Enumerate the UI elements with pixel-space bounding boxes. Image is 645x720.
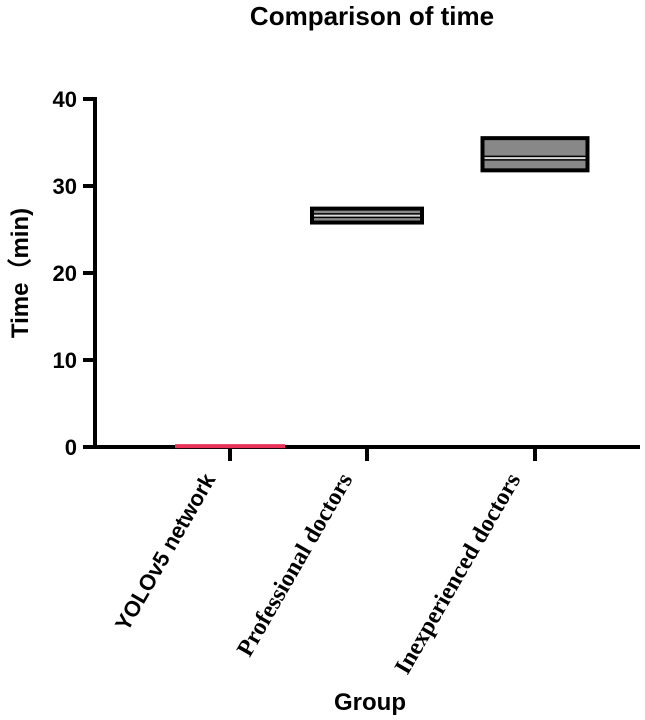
plot-area: 0 10 20 30 40 YOLOv5 network Professional doct… (53, 87, 640, 679)
x-axis-title: Group (334, 689, 406, 716)
y-tick-label: 30 (53, 174, 77, 199)
chart-title: Comparison of time (250, 1, 494, 31)
box (480, 136, 590, 173)
x-tick-label: Inexperienced doctors (390, 469, 526, 679)
x-tick-label: YOLOv5 network (110, 468, 221, 635)
x-tick-label: Professional doctors (232, 469, 358, 661)
box-line (175, 444, 285, 449)
y-tick-label: 40 (53, 87, 77, 112)
y-tick-label: 10 (53, 348, 77, 373)
y-axis-title: Time（min) (7, 208, 34, 338)
y-tick-label: 20 (53, 261, 77, 286)
y-tick-label: 0 (65, 435, 77, 460)
